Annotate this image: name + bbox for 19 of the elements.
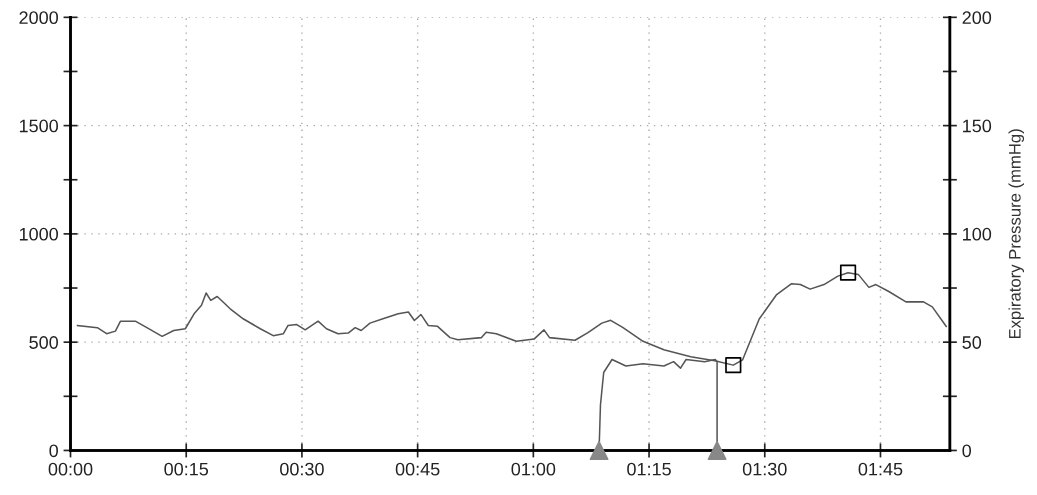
x-tick-label: 00:45 [395, 462, 440, 476]
x-tick-label: 01:15 [627, 462, 671, 476]
x-tick-label: 01:45 [858, 462, 903, 476]
y-tick-label: 500 [29, 336, 59, 349]
x-tick-label: 01:00 [511, 462, 556, 476]
y2-axis-title: Expiratory Pressure (mmHg) [1008, 129, 1025, 339]
x-tick-label: 01:30 [742, 462, 787, 476]
y2-tick-label: 200 [962, 11, 992, 25]
y-tick-label: 0 [49, 444, 59, 458]
y2-tick-label: 150 [963, 119, 992, 133]
y-tick-label: 2000 [19, 11, 59, 25]
x-tick-label: 00:30 [280, 462, 324, 476]
y2-tick-label: 50 [962, 336, 982, 349]
y2-tick-label: 0 [962, 444, 972, 458]
x-tick-label: 00:00 [48, 462, 93, 476]
x-tick-label: 00:15 [164, 462, 209, 476]
y-tick-label: 1000 [19, 227, 59, 241]
y2-tick-label: 100 [963, 227, 992, 241]
y-tick-label: 1500 [19, 119, 59, 133]
